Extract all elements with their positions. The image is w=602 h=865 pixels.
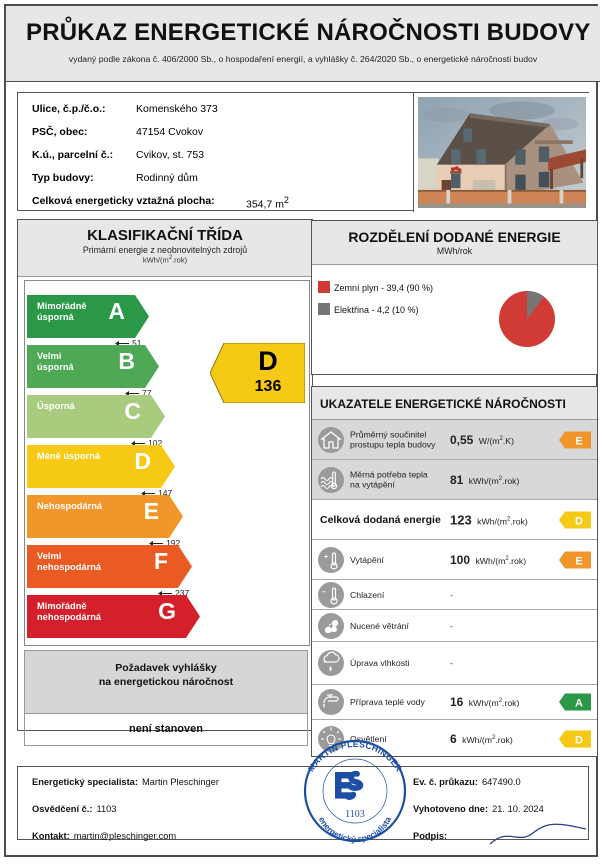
svg-text:A: A: [575, 698, 583, 710]
svg-text:136: 136: [255, 378, 282, 395]
svg-text:–: –: [322, 589, 326, 596]
svg-text:D: D: [575, 515, 583, 527]
svg-text:D: D: [575, 734, 583, 746]
svg-text:1103: 1103: [345, 809, 365, 820]
svg-text:MARTIN PLESCHINGER: MARTIN PLESCHINGER: [306, 739, 405, 774]
svg-text:D: D: [258, 346, 278, 376]
svg-text:+: +: [324, 554, 328, 561]
svg-text:E: E: [575, 555, 582, 567]
svg-text:E: E: [575, 435, 582, 447]
